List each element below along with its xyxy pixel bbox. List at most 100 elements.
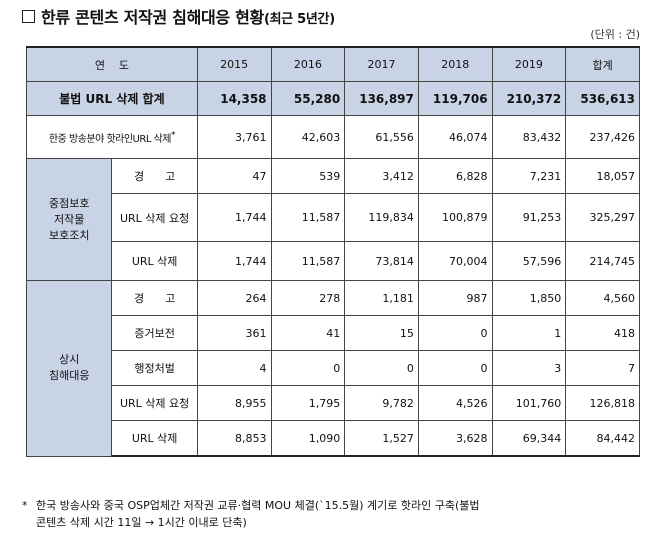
unit-label: (단위 : 건) xyxy=(590,28,640,41)
table-cell: 57,596 xyxy=(491,241,567,281)
table-cell: 1 xyxy=(491,315,567,351)
table-cell: 4 xyxy=(196,350,272,386)
footnote-text: 콘텐츠 삭제 시간 11일 → 1시간 이내로 단축) xyxy=(36,516,247,529)
header-year: 2015 xyxy=(196,46,272,82)
table-row: URL 삭제 요청 8,955 1,795 9,782 4,526 101,760 126,… xyxy=(27,385,640,421)
table-row: 증거보전 361 41 15 0 1 418 xyxy=(27,315,640,351)
row-label: URL 삭제 요청 xyxy=(111,193,198,242)
table-cell: 84,442 xyxy=(565,420,640,457)
table-cell: 55,280 xyxy=(270,81,346,116)
footnote-text: 한국 방송사와 중국 OSP업체간 저작권 교류·협력 MOU 체결(`15.5… xyxy=(36,499,480,512)
checkbox-square-icon xyxy=(22,10,35,23)
group-label: 상시 침해대응 xyxy=(25,280,113,457)
table-cell: 9,782 xyxy=(344,385,419,421)
table-cell: 14,358 xyxy=(196,81,272,116)
table-cell: 11,587 xyxy=(270,241,346,281)
table-cell: 1,181 xyxy=(344,280,419,316)
footnote-star: * xyxy=(22,499,28,512)
table-cell: 11,587 xyxy=(270,193,346,242)
table-cell: 61,556 xyxy=(344,115,419,159)
table-cell: 418 xyxy=(565,315,640,351)
table-cell: 7,231 xyxy=(491,158,567,194)
table-row: 중점보호 저작물 보호조치 경 고 47 539 3,412 6,828 7,231 18,0… xyxy=(25,158,640,281)
hotline-row: 한중 방송분야 핫라인URL 삭제* 3,761 42,603 61,556 4… xyxy=(26,115,640,159)
table-cell: 1,744 xyxy=(196,241,272,281)
table-cell: 3,761 xyxy=(196,115,272,159)
page-title: 한류 콘텐츠 저작권 침해대응 현황(최근 5년간) xyxy=(22,4,335,28)
table-cell: 100,879 xyxy=(417,193,493,242)
table-cell: 136,897 xyxy=(344,81,419,116)
row-label: URL 삭제 xyxy=(111,241,198,281)
row-label: URL 삭제 xyxy=(111,420,198,457)
table-row: URL 삭제 1,744 11,587 73,814 70,004 57,596 214,7… xyxy=(27,241,640,281)
table-row: 상시 침해대응 경 고 264 278 1,181 987 1,850 4,560 xyxy=(25,280,640,457)
table-cell: 73,814 xyxy=(344,241,419,281)
footnote: * 한국 방송사와 중국 OSP업체간 저작권 교류·협력 MOU 체결(`15.… xyxy=(22,497,642,531)
table-cell: 3,628 xyxy=(417,420,493,457)
table-cell: 41 xyxy=(270,315,346,351)
table-cell: 1,744 xyxy=(196,193,272,242)
table-cell: 210,372 xyxy=(491,81,567,116)
table-row: 행정처벌 4 0 0 0 3 7 xyxy=(27,350,640,386)
hotline-row-label: 한중 방송분야 핫라인URL 삭제* xyxy=(26,115,198,159)
table-cell: 361 xyxy=(196,315,272,351)
table-cell: 119,834 xyxy=(344,193,419,242)
footnote-mark: * xyxy=(170,130,176,141)
footnote-line: 콘텐츠 삭제 시간 11일 → 1시간 이내로 단축) xyxy=(22,514,642,531)
table-cell: 987 xyxy=(417,280,493,316)
table-cell: 46,074 xyxy=(417,115,493,159)
table-cell: 70,004 xyxy=(417,241,493,281)
row-label: 증거보전 xyxy=(111,315,198,351)
table-cell: 69,344 xyxy=(491,420,567,457)
table-cell: 91,253 xyxy=(491,193,567,242)
row-label: URL 삭제 요청 xyxy=(111,385,198,421)
table-cell: 0 xyxy=(417,350,493,386)
stats-table: 연 도 2015 2016 2017 2018 2019 합계 불법 URL 삭… xyxy=(25,46,640,457)
title-sub: (최근 5년간) xyxy=(263,12,335,27)
header-total: 합계 xyxy=(565,46,640,82)
table-cell: 0 xyxy=(344,350,419,386)
table-cell: 15 xyxy=(344,315,419,351)
table-cell: 264 xyxy=(196,280,272,316)
table-cell: 1,090 xyxy=(270,420,346,457)
table-cell: 119,706 xyxy=(417,81,493,116)
table-cell: 3,412 xyxy=(344,158,419,194)
table-cell: 1,850 xyxy=(491,280,567,316)
header-year-label: 연 도 xyxy=(26,46,198,82)
table-cell: 4,560 xyxy=(565,280,640,316)
row-label: 행정처벌 xyxy=(111,350,198,386)
header-year: 2018 xyxy=(417,46,493,82)
footnote-line: * 한국 방송사와 중국 OSP업체간 저작권 교류·협력 MOU 체결(`15.… xyxy=(22,497,642,514)
table-cell: 278 xyxy=(270,280,346,316)
table-cell: 214,745 xyxy=(565,241,640,281)
table-cell: 0 xyxy=(270,350,346,386)
table-cell: 6,828 xyxy=(417,158,493,194)
row-label: 경 고 xyxy=(111,158,198,194)
table-cell: 536,613 xyxy=(565,81,640,116)
table-cell: 8,955 xyxy=(196,385,272,421)
table-cell: 237,426 xyxy=(565,115,640,159)
header-row: 연 도 2015 2016 2017 2018 2019 합계 xyxy=(26,46,640,82)
table-cell: 3 xyxy=(491,350,567,386)
title-main: 한류 콘텐츠 저작권 침해대응 현황 xyxy=(41,8,264,27)
table-cell: 126,818 xyxy=(565,385,640,421)
table-cell: 4,526 xyxy=(417,385,493,421)
table-cell: 539 xyxy=(270,158,346,194)
table-cell: 47 xyxy=(196,158,272,194)
total-row-label: 불법 URL 삭제 합계 xyxy=(26,81,198,116)
table-row: URL 삭제 요청 1,744 11,587 119,834 100,879 91,253… xyxy=(27,193,640,242)
table-cell: 1,795 xyxy=(270,385,346,421)
header-year: 2016 xyxy=(270,46,346,82)
row-label: 경 고 xyxy=(111,280,198,316)
table-cell: 325,297 xyxy=(565,193,640,242)
header-year: 2019 xyxy=(491,46,567,82)
header-year: 2017 xyxy=(344,46,419,82)
table-cell: 7 xyxy=(565,350,640,386)
hotline-label-text: 한중 방송분야 핫라인URL 삭제 xyxy=(48,133,172,145)
table-cell: 1,527 xyxy=(344,420,419,457)
group-label: 중점보호 저작물 보호조치 xyxy=(25,158,113,281)
table-row: URL 삭제 8,853 1,090 1,527 3,628 69,344 84,442 xyxy=(27,420,640,457)
table-cell: 8,853 xyxy=(196,420,272,457)
total-row: 불법 URL 삭제 합계 14,358 55,280 136,897 119,7… xyxy=(26,81,640,116)
table-cell: 83,432 xyxy=(491,115,567,159)
